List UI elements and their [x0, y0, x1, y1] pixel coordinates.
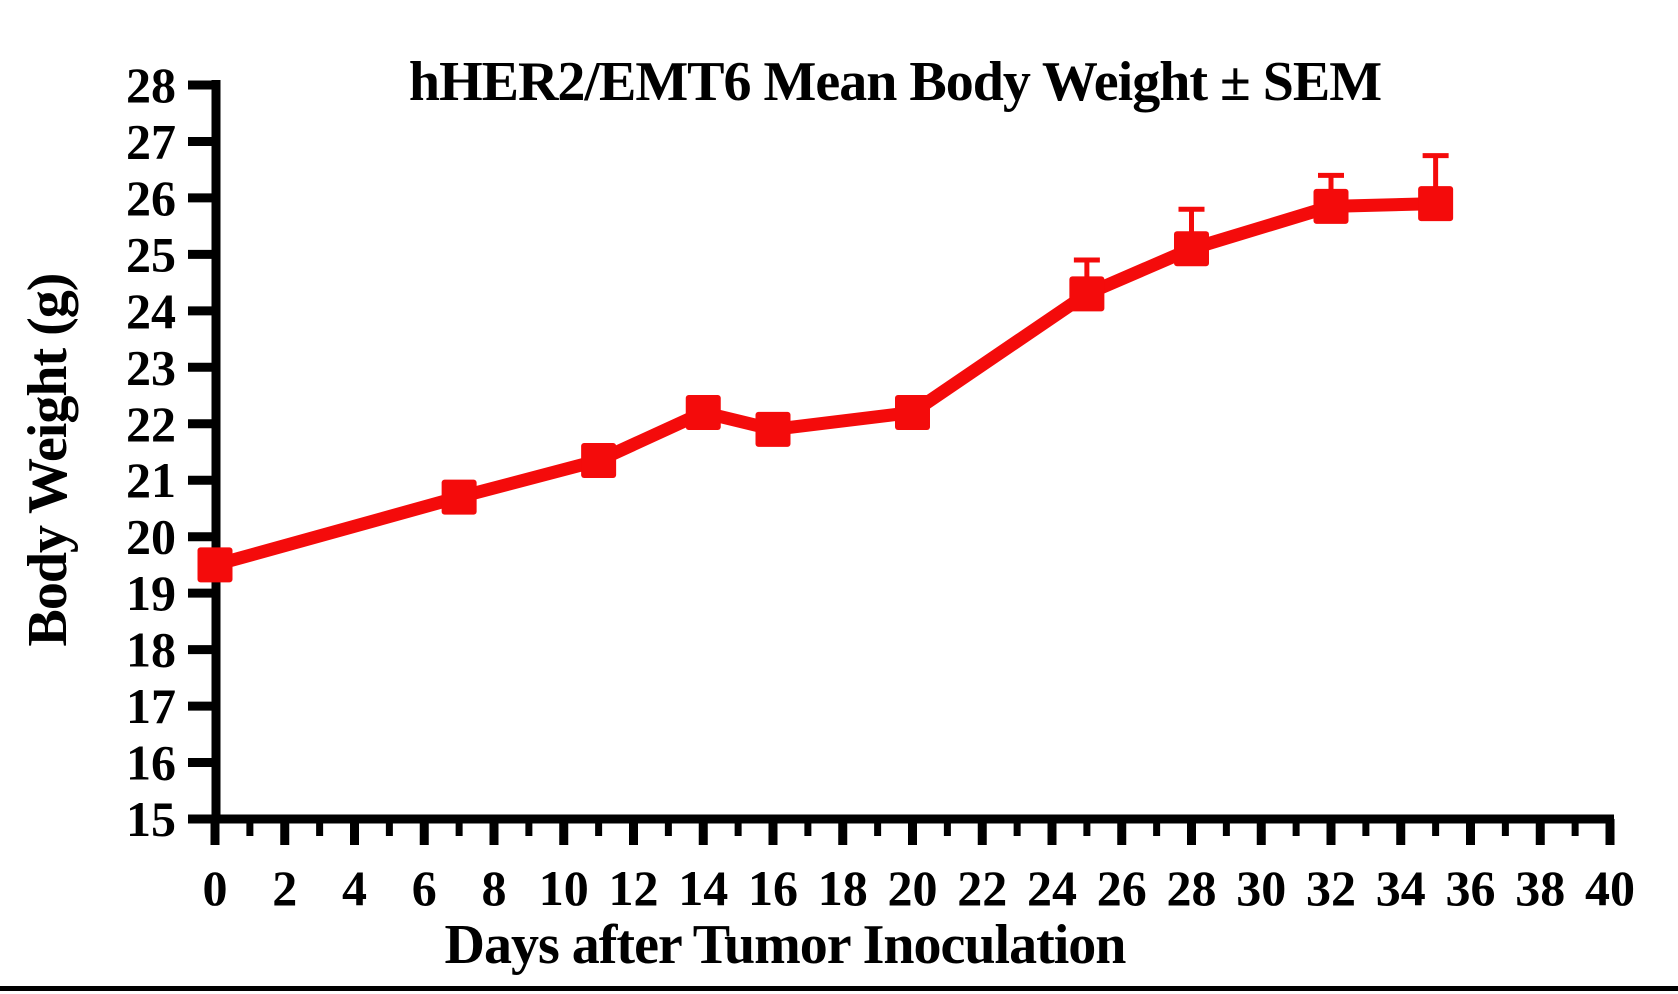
- x-tick-label: 0: [203, 860, 228, 916]
- x-tick-label: 32: [1306, 860, 1356, 916]
- x-tick-label: 20: [888, 860, 938, 916]
- y-tick-label: 20: [126, 509, 176, 565]
- x-tick-label: 4: [342, 860, 367, 916]
- data-point-marker: [1069, 276, 1105, 312]
- x-tick-label: 12: [609, 860, 659, 916]
- chart-title: hHER2/EMT6 Mean Body Weight ± SEM: [408, 51, 1382, 113]
- data-point-marker: [895, 394, 930, 430]
- data-point-marker: [197, 547, 233, 583]
- x-tick-label: 16: [748, 860, 798, 916]
- series-line: [208, 197, 1443, 572]
- data-point-marker: [581, 442, 617, 478]
- x-tick-label: 26: [1097, 860, 1147, 916]
- y-tick-label: 15: [126, 791, 176, 847]
- y-tick-label: 16: [126, 735, 176, 791]
- y-tick-label: 25: [126, 226, 176, 282]
- x-tick-label: 40: [1585, 860, 1635, 916]
- x-axis-title: Days after Tumor Inoculation: [444, 914, 1127, 976]
- y-tick-label: 22: [126, 396, 176, 452]
- x-tick-label: 28: [1167, 860, 1217, 916]
- data-point-marker: [755, 411, 791, 447]
- y-tick-label: 26: [126, 170, 176, 226]
- x-tick-label: 2: [272, 860, 297, 916]
- x-tick-label: 24: [1027, 860, 1077, 916]
- y-tick-label: 17: [126, 678, 176, 734]
- x-tick-label: 30: [1236, 860, 1286, 916]
- y-tick-label: 23: [126, 339, 176, 395]
- x-tick-label: 34: [1376, 860, 1426, 916]
- data-point-marker: [1418, 186, 1454, 222]
- x-tick-label: 10: [539, 860, 589, 916]
- y-tick-label: 24: [126, 283, 176, 339]
- data-point-marker: [1174, 231, 1209, 267]
- x-tick-label: 14: [678, 860, 728, 916]
- data-point-marker: [441, 479, 477, 515]
- y-tick-label: 28: [126, 57, 176, 113]
- bottom-border-line: [0, 986, 1678, 991]
- y-tick-label: 18: [126, 622, 176, 678]
- x-tick-label: 18: [818, 860, 868, 916]
- x-tick-label: 6: [412, 860, 437, 916]
- y-tick-label: 21: [126, 452, 176, 508]
- x-tick-label: 22: [957, 860, 1007, 916]
- y-tick-label: 19: [126, 565, 176, 621]
- x-tick-label: 8: [482, 860, 507, 916]
- data-point-marker: [685, 394, 721, 430]
- data-point-marker: [1313, 188, 1349, 224]
- x-tick-label: 38: [1515, 860, 1565, 916]
- x-tick-label: 36: [1446, 860, 1496, 916]
- y-tick-label: 27: [126, 113, 176, 169]
